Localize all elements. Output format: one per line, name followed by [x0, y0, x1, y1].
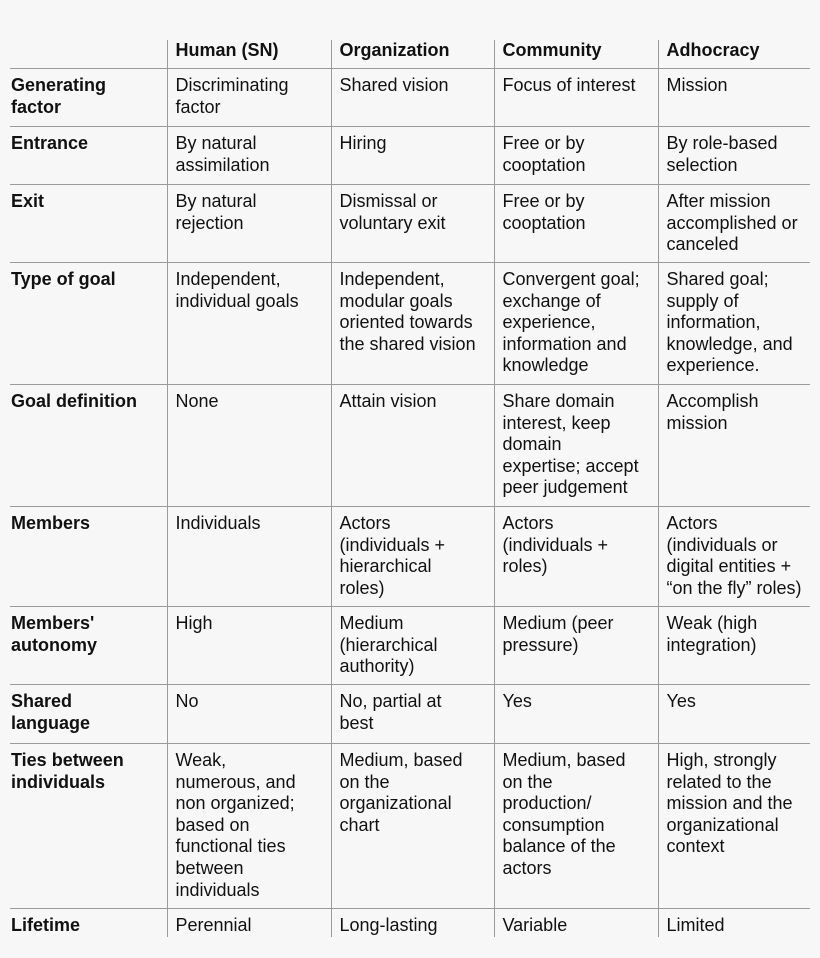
- table-cell: After mission accomplished or canceled: [657, 184, 810, 263]
- table-cell: Hiring: [330, 126, 494, 185]
- table-cell: Mission: [657, 68, 810, 127]
- table-cell: Dismissal or voluntary exit: [330, 184, 494, 263]
- table-cell: Yes: [493, 684, 658, 744]
- table-row: Members' autonomy High Medium (hierarchica…: [10, 606, 810, 685]
- table-cell: Individuals: [166, 506, 331, 607]
- header-human-sn: Human (SN): [166, 40, 331, 69]
- table-cell: Shared goal; supply of information, know…: [657, 262, 810, 385]
- table-cell: Yes: [657, 684, 810, 744]
- table-row: Lifetime Perennial Long-lasting Variable Lim…: [10, 908, 810, 937]
- row-label: Type of goal: [10, 262, 167, 385]
- table-cell: Discriminating factor: [166, 68, 331, 127]
- table-cell: None: [166, 384, 331, 507]
- header-organization: Organization: [330, 40, 494, 69]
- table-row: Generating factor Discriminating factor Sh…: [10, 68, 810, 127]
- comparison-table: Human (SN) Organization Community Adhocr…: [10, 40, 810, 937]
- table-cell: Limited: [657, 908, 810, 937]
- table-cell: Independent, individual goals: [166, 262, 331, 385]
- header-cell-empty: [10, 40, 167, 69]
- table-cell: Perennial: [166, 908, 331, 937]
- table-cell: Independent, modular goals oriented towa…: [330, 262, 494, 385]
- table-cell: Focus of interest: [493, 68, 658, 127]
- table-row: Entrance By natural assimilation Hiring Fre…: [10, 126, 810, 185]
- table-cell: No, partial at best: [330, 684, 494, 744]
- row-label: Shared language: [10, 684, 167, 744]
- table-row: Type of goal Independent, individual goal…: [10, 262, 810, 385]
- table-cell: Attain vision: [330, 384, 494, 507]
- table-cell: Accomplish mission: [657, 384, 810, 507]
- table-cell: Actors (individuals + hierarchical roles…: [330, 506, 494, 607]
- table-cell: Actors (individuals or digital entities …: [657, 506, 810, 607]
- table-cell: Medium (peer pressure): [493, 606, 658, 685]
- row-label: Members' autonomy: [10, 606, 167, 685]
- table-cell: Medium (hierarchical authority): [330, 606, 494, 685]
- table-row: Ties between individuals Weak, numerous, …: [10, 743, 810, 909]
- row-label: Members: [10, 506, 167, 607]
- table-cell: By natural rejection: [166, 184, 331, 263]
- header-row: Human (SN) Organization Community Adhocr…: [10, 40, 810, 69]
- table-cell: By natural assimilation: [166, 126, 331, 185]
- table-cell: Medium, based on the production/ consump…: [493, 743, 658, 909]
- row-label: Ties between individuals: [10, 743, 167, 909]
- table-cell: Long-lasting: [330, 908, 494, 937]
- table-row: Members Individuals Actors (individuals + …: [10, 506, 810, 607]
- table-cell: No: [166, 684, 331, 744]
- table-cell: By role-based selection: [657, 126, 810, 185]
- row-label: Entrance: [10, 126, 167, 185]
- table-cell: High: [166, 606, 331, 685]
- row-label: Generating factor: [10, 68, 167, 127]
- table-cell: Share domain interest, keep domain exper…: [493, 384, 658, 507]
- table-row: Shared language No No, partial at best Yes Y…: [10, 684, 810, 744]
- header-community: Community: [493, 40, 658, 69]
- table-row: Exit By natural rejection Dismissal or vol…: [10, 184, 810, 263]
- table-cell: Variable: [493, 908, 658, 937]
- table-cell: Weak (high integration): [657, 606, 810, 685]
- row-label: Lifetime: [11, 915, 81, 935]
- row-label: Goal definition: [10, 384, 167, 507]
- table-cell: Medium, based on the organizational char…: [330, 743, 494, 909]
- table-cell: Shared vision: [330, 68, 494, 127]
- table-row: Goal definition None Attain vision Share do…: [10, 384, 810, 507]
- table-cell: Convergent goal; exchange of experience,…: [493, 262, 658, 385]
- table-cell: Actors (individuals + roles): [493, 506, 658, 607]
- table-cell: High, strongly related to the mission an…: [657, 743, 810, 909]
- header-adhocracy: Adhocracy: [657, 40, 810, 69]
- table-cell: Free or by cooptation: [493, 184, 658, 263]
- table-cell: Weak, numerous, and non organized; based…: [166, 743, 331, 909]
- row-label: Exit: [10, 184, 167, 263]
- table-cell: Free or by cooptation: [493, 126, 658, 185]
